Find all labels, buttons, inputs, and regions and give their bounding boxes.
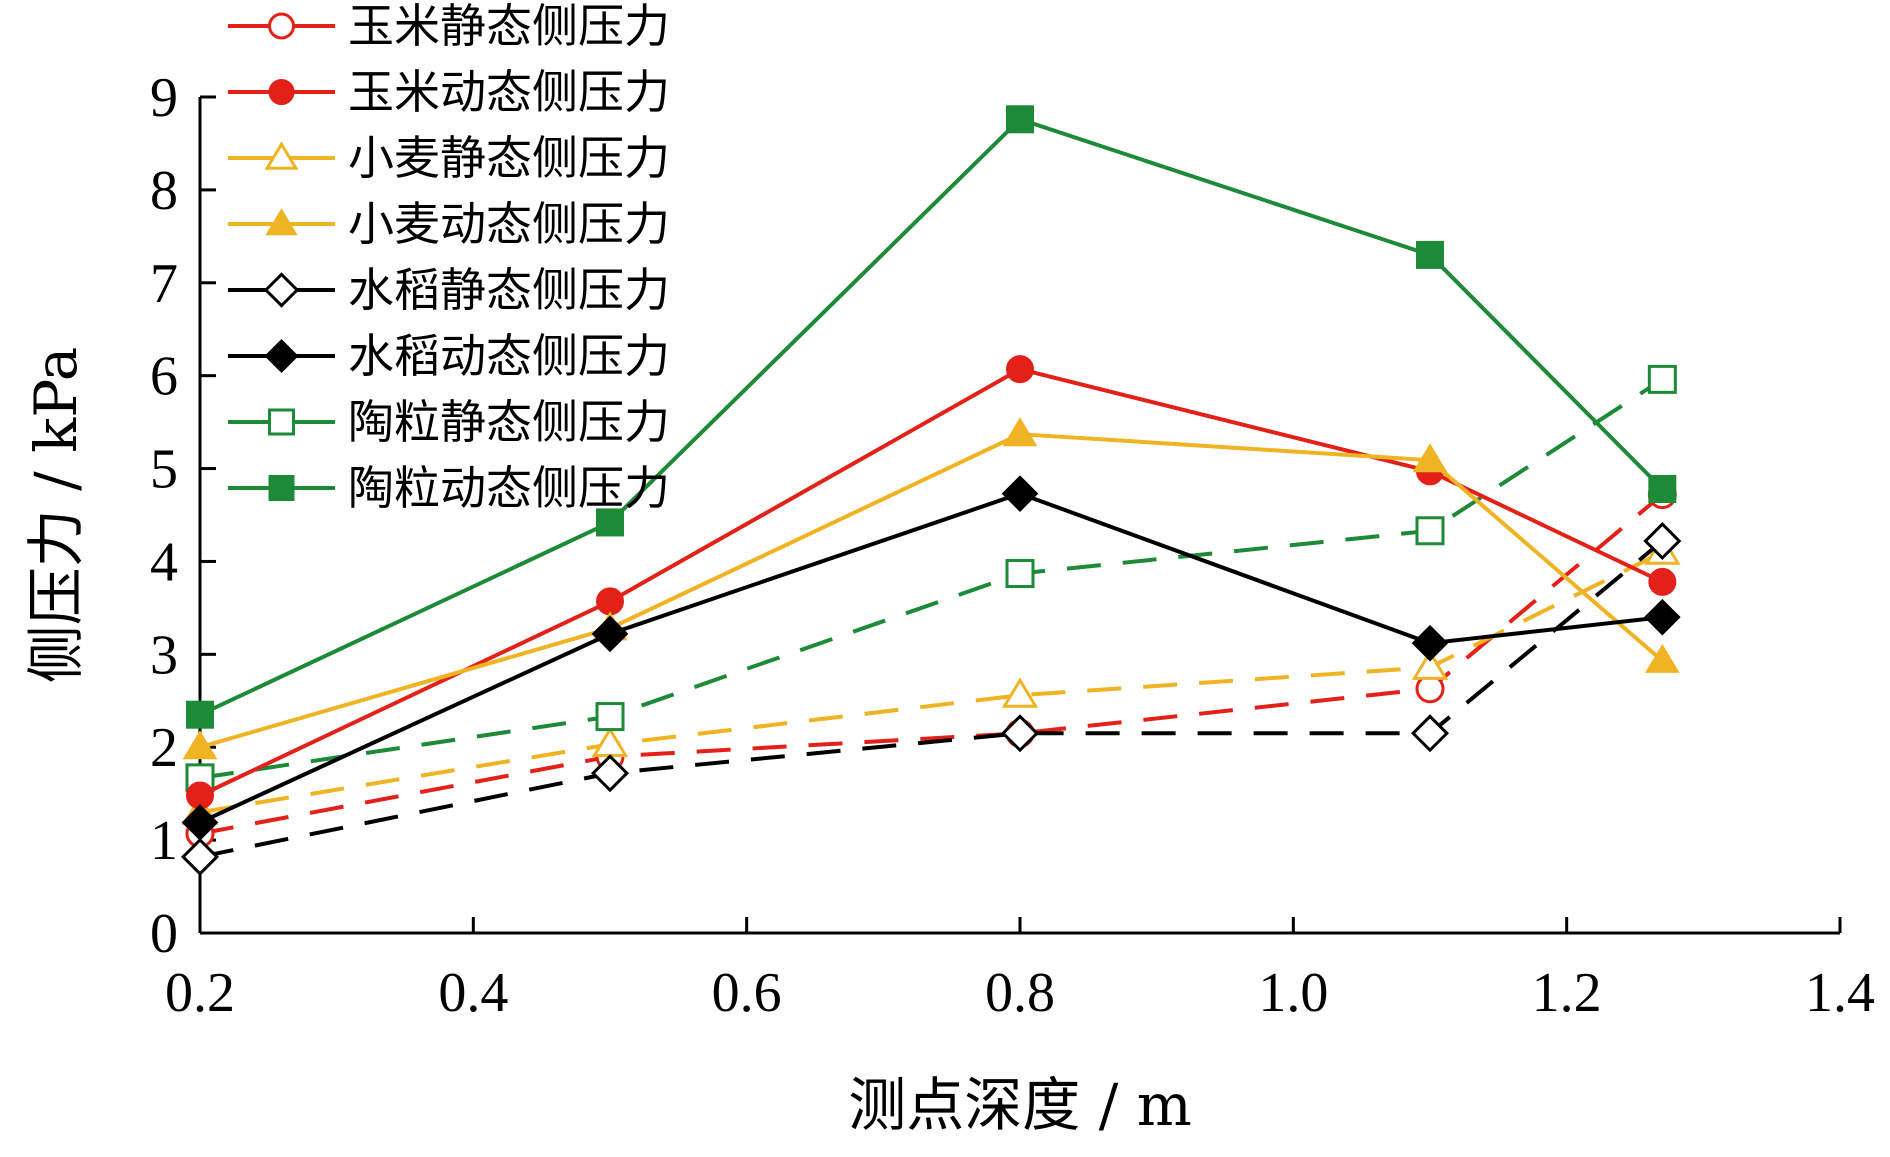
- legend-item: 陶粒动态侧压力: [228, 461, 670, 515]
- data-point: [1000, 714, 1040, 753]
- y-tick-label: 7: [150, 253, 178, 315]
- x-tick-label: 1.2: [1532, 962, 1602, 1024]
- data-point: [1006, 355, 1034, 384]
- data-point: [1001, 677, 1039, 708]
- data-point: [1002, 417, 1038, 447]
- series-7: [185, 364, 1677, 793]
- x-tick-label: 1.0: [1258, 962, 1328, 1024]
- legend-marker: [268, 408, 295, 436]
- legend-marker: [264, 141, 299, 170]
- data-point: [181, 804, 219, 841]
- legend-item: 陶粒静态侧压力: [228, 395, 670, 449]
- data-point: [595, 702, 625, 732]
- series-line: [199, 493, 1664, 836]
- data-point: [1006, 105, 1034, 134]
- data-point: [186, 700, 214, 729]
- legend-item: 小麦动态侧压力: [228, 197, 670, 251]
- data-point: [1643, 521, 1682, 561]
- x-tick-label: 0.4: [438, 962, 508, 1024]
- legend-marker: [265, 208, 298, 236]
- data-point: [1415, 516, 1445, 546]
- legend-label: 水稻动态侧压力: [348, 329, 670, 383]
- legend-marker: [264, 338, 299, 374]
- legend-item: 水稻动态侧压力: [228, 329, 670, 383]
- data-point: [1648, 567, 1677, 596]
- legend-marker: [268, 79, 295, 105]
- y-axis-title: 侧压力 / kPa: [22, 347, 90, 684]
- data-point: [591, 726, 629, 757]
- x-tick-label: 0.2: [165, 962, 235, 1024]
- data-point: [1412, 443, 1448, 473]
- data-point: [1648, 474, 1677, 503]
- x-tick-label: 0.8: [985, 962, 1055, 1024]
- data-point: [596, 587, 624, 616]
- series-1: [185, 480, 1677, 849]
- legend-label: 陶粒动态侧压力: [348, 461, 670, 515]
- y-tick-label: 9: [150, 67, 178, 129]
- y-tick-label: 0: [150, 903, 178, 965]
- legend-label: 小麦静态侧压力: [348, 131, 670, 185]
- legend-marker: [268, 475, 295, 501]
- y-tick-label: 6: [150, 346, 178, 408]
- x-tick-label: 0.6: [712, 962, 782, 1024]
- data-point: [1005, 559, 1035, 589]
- data-point: [596, 508, 624, 537]
- series-6: [181, 475, 1681, 841]
- legend-item: 水稻静态侧压力: [228, 263, 670, 317]
- series-5: [180, 521, 1682, 876]
- data-point: [1644, 598, 1681, 636]
- series-8: [186, 105, 1677, 729]
- legend: 玉米静态侧压力玉米动态侧压力小麦静态侧压力小麦动态侧压力水稻静态侧压力水稻动态侧…: [228, 0, 670, 515]
- legend-item: 玉米动态侧压力: [228, 65, 670, 119]
- legend-marker: [268, 12, 295, 40]
- data-point: [1001, 475, 1039, 512]
- y-tick-label: 5: [150, 439, 178, 501]
- series-line: [199, 539, 1664, 859]
- legend-label: 陶粒静态侧压力: [348, 395, 670, 449]
- data-point: [1647, 364, 1677, 394]
- legend-label: 小麦动态侧压力: [348, 197, 670, 251]
- data-point: [180, 837, 220, 876]
- y-tick-label: 3: [150, 624, 178, 686]
- legend-label: 玉米静态侧压力: [348, 0, 670, 53]
- series-layer: [180, 105, 1682, 876]
- data-point: [1410, 714, 1450, 753]
- data-point: [590, 754, 630, 793]
- y-tick-label: 8: [150, 160, 178, 222]
- y-tick-label: 4: [150, 531, 178, 593]
- legend-label: 玉米动态侧压力: [348, 65, 670, 119]
- series-3: [181, 534, 1681, 825]
- y-tick-label: 2: [150, 717, 178, 779]
- y-tick-label: 1: [150, 810, 178, 872]
- axes: 0 1 2 3 4 5 6 7 8 9 0.2 0.4 0.6 0.8 1.0 1.2 1.4: [150, 67, 1875, 1024]
- data-point: [182, 730, 218, 760]
- data-point: [1411, 649, 1449, 680]
- legend-item: 玉米静态侧压力: [228, 0, 670, 53]
- data-point: [591, 615, 629, 653]
- x-tick-label: 1.4: [1805, 962, 1875, 1024]
- legend-label: 水稻静态侧压力: [348, 263, 670, 317]
- data-point: [1644, 643, 1680, 673]
- data-point: [1411, 624, 1449, 662]
- legend-marker: [263, 272, 300, 308]
- legend-item: 小麦静态侧压力: [228, 131, 670, 185]
- data-point: [1416, 240, 1444, 269]
- x-axis-title: 测点深度 / m: [848, 1071, 1191, 1139]
